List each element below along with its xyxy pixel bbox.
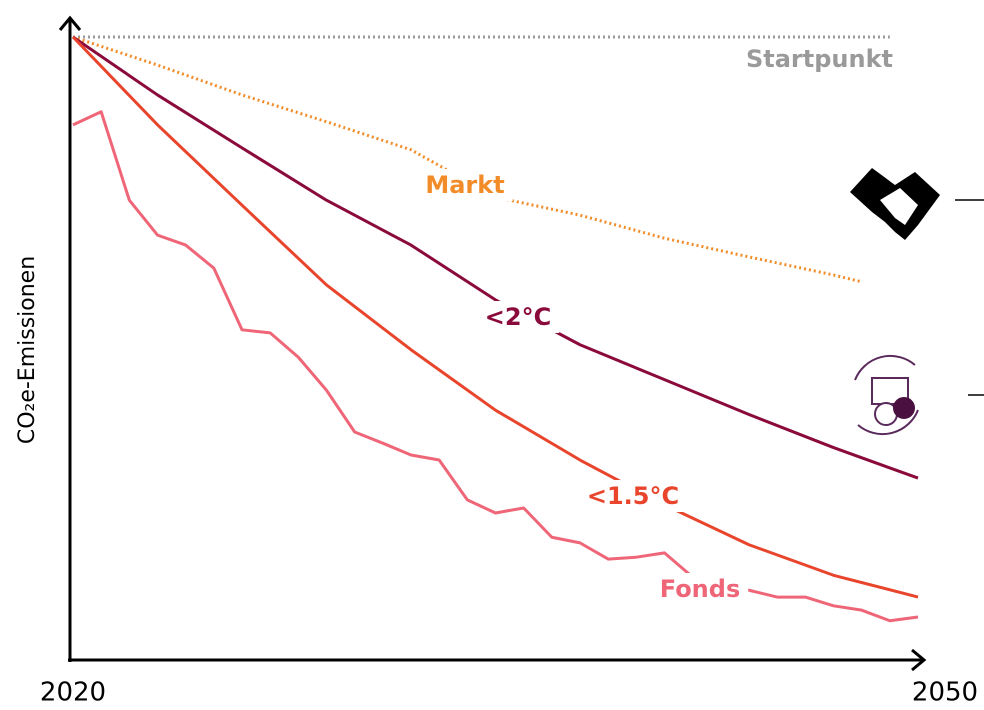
series-line: [72, 35, 863, 284]
label-background: [417, 169, 513, 201]
series-line: [72, 35, 919, 480]
axes: [58, 15, 927, 672]
series-label: Markt: [425, 171, 504, 199]
money-cycle-icon: [854, 354, 984, 436]
series-label: <1.5°C: [587, 482, 679, 510]
series-label: Startpunkt: [746, 45, 893, 73]
label-background: [476, 301, 560, 333]
y-axis-arrow: [58, 15, 82, 31]
x-tick-label: 2020: [40, 678, 106, 708]
series-label: Fonds: [660, 575, 740, 603]
x-axis-arrow: [911, 648, 927, 672]
handshake-icon: [850, 168, 984, 240]
series-line: [72, 110, 919, 623]
series-label: <2°C: [485, 303, 551, 331]
label-background: [578, 480, 688, 512]
label-background: [651, 573, 749, 605]
series-line: [71, 35, 919, 599]
x-tick-label: 2050: [912, 678, 978, 708]
y-axis-label: CO₂e-Emissionen: [15, 256, 40, 444]
